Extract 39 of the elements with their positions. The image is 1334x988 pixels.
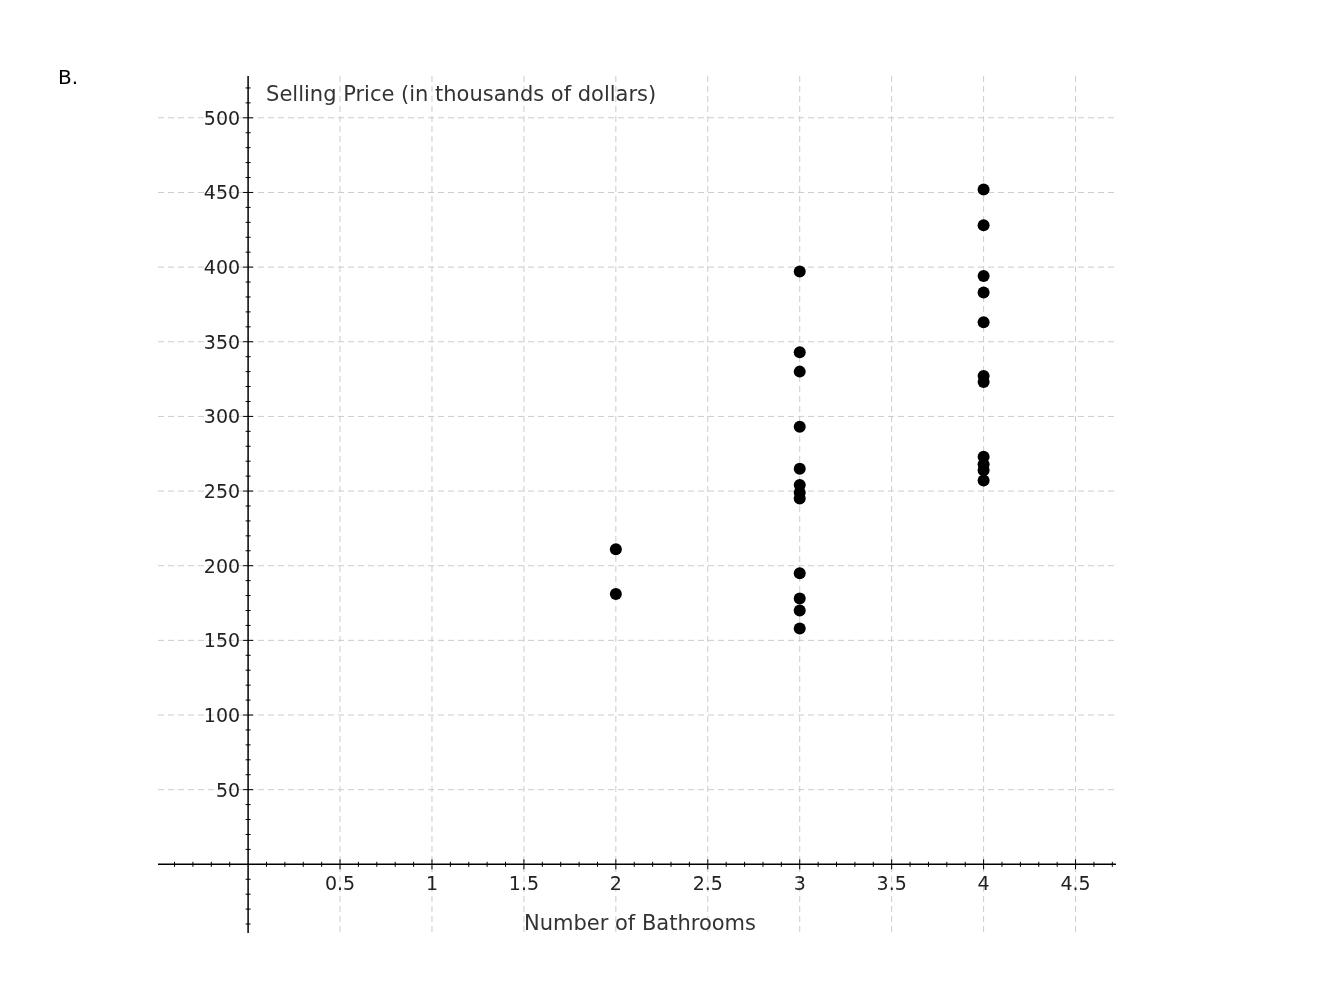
point [793,462,806,475]
y-axis-title: Selling Price (in thousands of dollars) [266,82,657,106]
point [977,316,990,329]
point [609,543,622,556]
x-axis-title: Number of Bathrooms [523,911,757,936]
y-tick-label: 150 [203,629,241,652]
x-tick-label: 2.5 [692,872,723,895]
y-tick-label: 400 [203,256,241,279]
y-tick-label: 200 [203,554,241,577]
point [793,567,806,580]
point [977,286,990,299]
point [793,365,806,378]
point [977,270,990,283]
point [977,219,990,232]
chart-title: B. [58,65,79,89]
point [609,588,622,601]
x-tick-label: 0.5 [324,872,356,895]
y-tick-label: 450 [203,181,241,204]
y-tick-label: 350 [203,330,241,353]
y-tick-label: 300 [203,405,241,428]
y-tick-label: 500 [203,106,241,129]
x-tick-label: 2 [609,872,622,895]
point [977,183,990,196]
x-tick-label: 1.5 [508,872,540,895]
x-tick-label: 3 [793,872,806,895]
y-tick-label: 50 [215,778,241,801]
point [793,604,806,617]
point [793,420,806,433]
point [793,622,806,635]
x-tick-label: 4 [977,872,990,895]
point [977,474,990,487]
point [793,265,806,278]
point [793,592,806,605]
x-tick-label: 4.5 [1060,872,1091,895]
x-tick-label: 3.5 [876,872,907,895]
y-tick-label: 100 [203,704,241,727]
y-tick-label: 250 [203,480,241,503]
x-tick-label: 1 [425,872,439,895]
point [793,346,806,359]
